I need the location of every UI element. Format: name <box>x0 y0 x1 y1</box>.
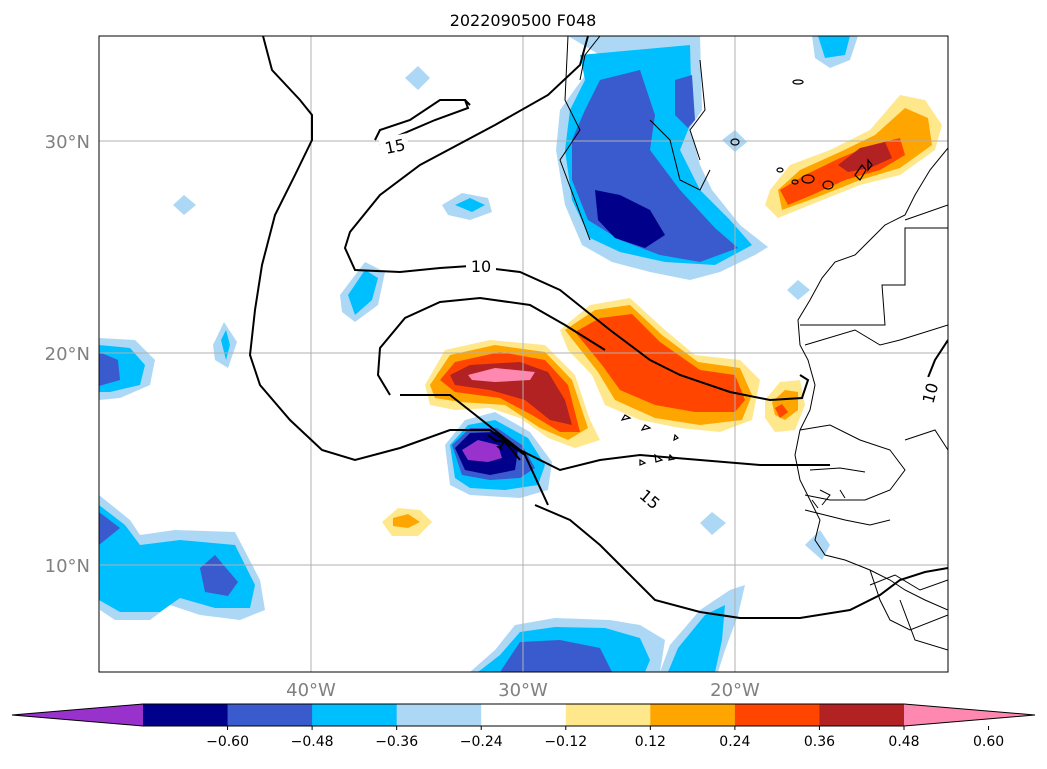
colorbar-segment <box>143 704 229 726</box>
map-title: 2022090500 F048 <box>450 11 597 30</box>
colorbar-segment <box>650 704 736 726</box>
lon-label-30w: 30°W <box>498 680 548 701</box>
colorbar-segment <box>227 704 313 726</box>
colorbar-tick-label: 0.24 <box>719 734 750 750</box>
contour-label: 15 <box>383 135 407 158</box>
lon-label-20w: 20°W <box>710 680 760 701</box>
colorbar-tick-label: −0.60 <box>206 734 249 750</box>
map-area: 15 10 15 10 -1 <box>99 36 948 672</box>
contour-label: 10 <box>471 257 491 276</box>
contour-lines <box>248 36 948 619</box>
map-frame <box>98 35 949 673</box>
colorbar-segment <box>565 704 651 726</box>
colorbar-outline <box>11 703 1036 727</box>
coastlines <box>559 36 948 651</box>
contour-label: 10 <box>919 381 943 406</box>
colorbar-tick-label: 0.48 <box>888 734 919 750</box>
colorbar: −0.60 −0.48 −0.36 −0.24 −0.12 0.12 0.24 0.36 0.4… <box>11 703 1036 750</box>
islands <box>620 79 873 466</box>
colorbar-tick-label: −0.24 <box>460 734 503 750</box>
lon-label-40w: 40°W <box>286 680 336 701</box>
colorbar-segment <box>819 704 905 726</box>
colorbar-tick-label: −0.12 <box>544 734 587 750</box>
latitude-labels: 30°N 20°N 10°N <box>45 132 90 577</box>
lat-label-20n: 20°N <box>45 344 90 365</box>
colorbar-tick-label: 0.12 <box>635 734 666 750</box>
colorbar-tick-label: −0.36 <box>375 734 418 750</box>
lat-label-10n: 10°N <box>45 556 90 577</box>
colorbar-tick-label: 0.60 <box>973 734 1004 750</box>
colorbar-segment <box>396 704 482 726</box>
colorbar-segment <box>312 704 398 726</box>
lat-label-30n: 30°N <box>45 132 90 153</box>
colorbar-tick-label: 0.36 <box>804 734 835 750</box>
colorbar-extend-min <box>12 704 143 726</box>
colorbar-segment <box>734 704 820 726</box>
colorbar-tick-label: −0.48 <box>291 734 334 750</box>
colorbar-segment <box>481 704 567 726</box>
colorbar-extend-max <box>904 704 1035 726</box>
longitude-labels: 40°W 30°W 20°W <box>286 680 760 701</box>
